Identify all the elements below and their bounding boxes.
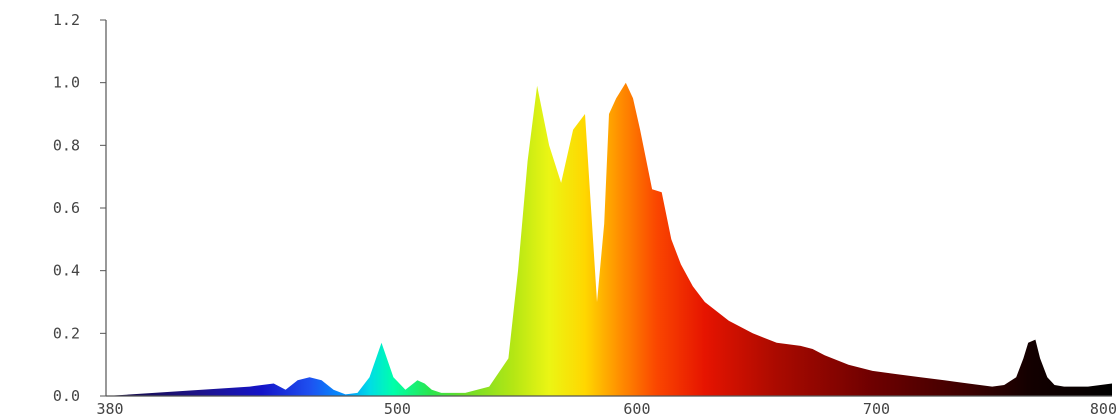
- y-tick-label: 1.2: [53, 11, 80, 29]
- spectrum-area-0: [106, 82, 1112, 396]
- y-tick-label: 1.0: [53, 74, 80, 92]
- y-tick-label: 0.6: [53, 199, 80, 217]
- x-ticks: 380 500 600 700 800: [96, 400, 1117, 416]
- y-tick-label: 0.8: [53, 136, 80, 154]
- x-tick-label: 600: [623, 400, 650, 416]
- y-ticks: 0.0 0.2 0.4 0.6 0.8 1.0 1.2: [53, 11, 106, 405]
- spectrum-area-layer: [106, 82, 1112, 396]
- x-tick-label: 380: [96, 400, 123, 416]
- y-tick-label: 0.0: [53, 387, 80, 405]
- y-tick-label: 0.2: [53, 324, 80, 342]
- x-tick-label: 800: [1090, 400, 1117, 416]
- x-tick-label: 700: [863, 400, 890, 416]
- y-tick-label: 0.4: [53, 262, 80, 280]
- x-tick-label: 500: [384, 400, 411, 416]
